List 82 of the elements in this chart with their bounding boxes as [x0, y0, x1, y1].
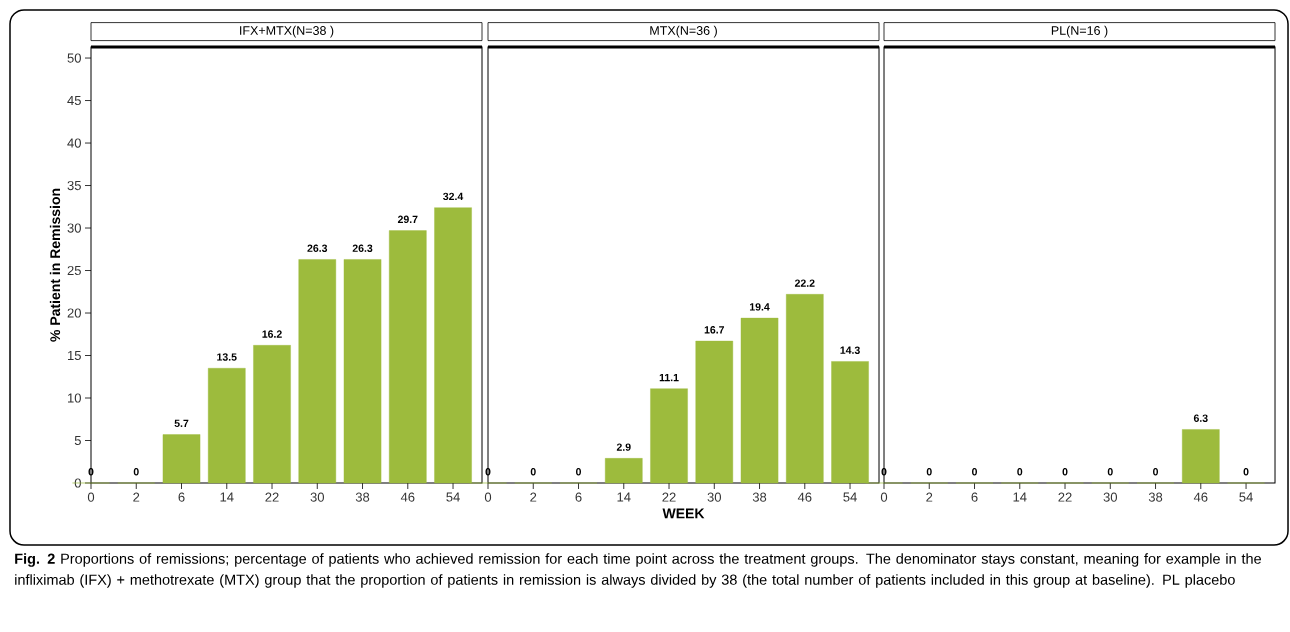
- x-tick-label: 2: [926, 492, 933, 502]
- bar: [605, 458, 643, 484]
- y-tick-label: 50: [67, 53, 81, 63]
- data-label: 0: [485, 468, 491, 476]
- bar: [389, 230, 427, 484]
- bar: [695, 340, 734, 484]
- data-label: 0: [1243, 468, 1249, 476]
- data-label: 16.2: [262, 330, 282, 338]
- data-label: 2.9: [616, 443, 631, 451]
- y-tick-label: 5: [74, 435, 81, 446]
- data-label: 0: [576, 468, 582, 476]
- data-label: 11.1: [659, 373, 679, 382]
- x-tick-label: 0: [87, 492, 95, 502]
- x-tick-label: 2: [530, 492, 537, 502]
- x-tick-label: 6: [178, 492, 185, 502]
- data-label: 5.7: [174, 419, 189, 428]
- data-label: 19.4: [749, 303, 770, 311]
- x-tick-label: 22: [1058, 492, 1072, 502]
- x-tick-label: 30: [1103, 492, 1118, 502]
- data-label: 0: [926, 468, 932, 476]
- x-tick-label: 2: [133, 492, 140, 502]
- x-tick-label: 46: [797, 492, 812, 502]
- x-tick-label: 54: [1239, 492, 1253, 502]
- x-tick-label: 0: [484, 492, 492, 502]
- x-tick-label: 46: [400, 492, 415, 502]
- data-label: 13.5: [217, 353, 237, 361]
- data-label: 22.2: [794, 279, 815, 287]
- bar: [740, 317, 779, 484]
- data-label: 0: [133, 468, 139, 476]
- x-tick-label: 14: [617, 492, 631, 502]
- bar: [298, 259, 337, 484]
- x-tick-label: 30: [707, 492, 722, 502]
- chart-title: MTX(N=36 ): [650, 25, 717, 38]
- x-tick-label: 54: [446, 492, 460, 502]
- data-label: 0: [972, 468, 978, 476]
- x-tick-label: 54: [843, 492, 857, 502]
- bar: [343, 259, 382, 484]
- data-label: 0: [1107, 468, 1113, 476]
- data-label: 0: [1017, 468, 1023, 476]
- bar: [650, 388, 688, 484]
- x-tick-label: 30: [310, 492, 324, 502]
- x-tick-label: 6: [971, 492, 978, 502]
- bar: [253, 345, 291, 484]
- x-tick-label: 38: [752, 492, 767, 502]
- data-label: 0: [1153, 468, 1159, 476]
- data-label: 14.3: [840, 346, 860, 354]
- bar: [786, 294, 824, 484]
- y-tick-label: 45: [67, 96, 81, 106]
- data-label: 0: [88, 468, 94, 476]
- bar: [208, 368, 246, 484]
- data-label: 6.3: [1193, 414, 1208, 422]
- data-label: 26.3: [352, 244, 373, 252]
- x-tick-label: 14: [1013, 492, 1027, 502]
- y-tick-label: 35: [67, 180, 81, 191]
- data-label: 26.3: [307, 244, 328, 252]
- data-label: 32.4: [443, 192, 464, 201]
- y-tick-label: 0: [74, 478, 81, 488]
- y-tick-label: 25: [67, 265, 81, 276]
- x-tick-label: 38: [355, 492, 370, 502]
- x-tick-label: 22: [662, 492, 676, 502]
- x-tick-label: 0: [880, 492, 888, 502]
- chart-title: IFX+MTX(N=38 ): [240, 25, 334, 38]
- y-tick-label: 20: [67, 308, 81, 318]
- y-tick-label: 40: [67, 138, 81, 148]
- data-label: 0: [530, 468, 536, 476]
- bar: [162, 434, 201, 484]
- data-label: 0: [881, 468, 887, 476]
- x-tick-label: 6: [575, 492, 582, 502]
- x-tick-label: 22: [265, 492, 279, 502]
- x-tick-label: 14: [220, 492, 234, 502]
- y-tick-label: 10: [68, 393, 81, 403]
- chart-title: PL(N=16 ): [1051, 25, 1108, 38]
- x-tick-label: 46: [1193, 492, 1208, 502]
- x-tick-label: 38: [1148, 492, 1163, 502]
- y-tick-label: 15: [68, 350, 81, 361]
- text: Fig. 2 Proportions of remissions; percentage of patients who achieved remission for each time point across the treatment groups. The denominator stays constant, meaning for example in the infliximab (IFX) + methotrexate (MTX) group that the proportion of patients in remission is always divided by 38 (the total number of patients included in this group at baseline). PL placebo: [15, 553, 1261, 588]
- x-axis-title: WEEK: [662, 508, 705, 519]
- data-label: 29.7: [397, 215, 418, 224]
- y-axis-title: % Patient in Remission: [49, 188, 61, 342]
- data-label: 16.7: [704, 326, 725, 334]
- y-tick-label: 30: [67, 223, 81, 233]
- data-label: 0: [1062, 468, 1068, 476]
